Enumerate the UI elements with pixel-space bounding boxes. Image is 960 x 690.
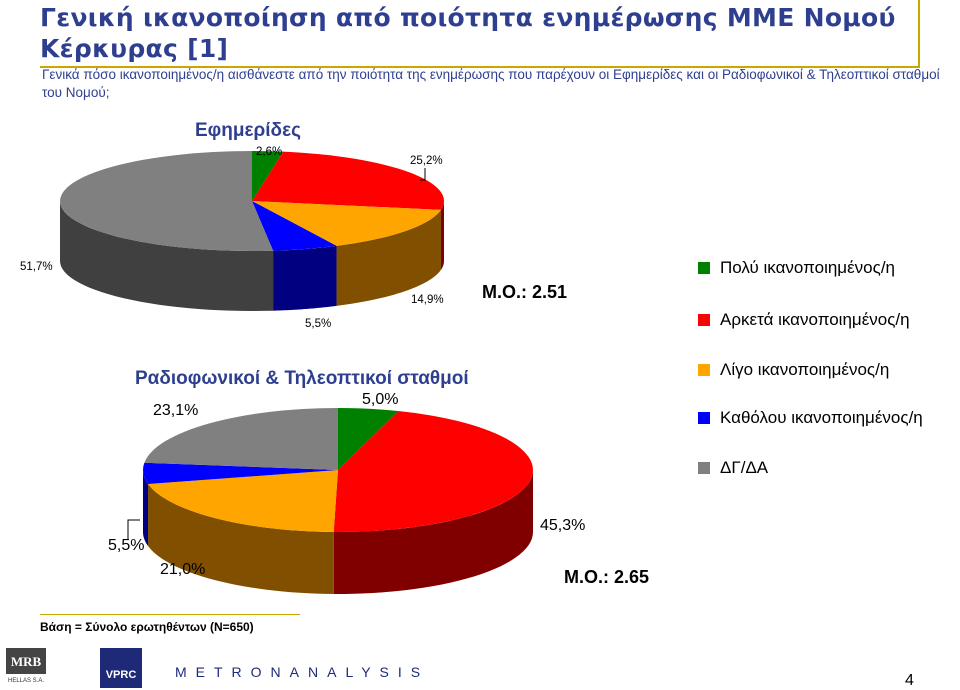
legend-item: Καθόλου ικανοποιημένος/η: [698, 408, 940, 428]
leader-line: [127, 519, 140, 540]
legend-swatch: [698, 412, 710, 424]
legend-label: ΔΓ/ΔΑ: [720, 458, 769, 477]
svg-text:VPRC: VPRC: [106, 669, 137, 681]
pie-chart-radio-tv: [143, 407, 533, 594]
mrb-logo: MRB HELLAS S.A.: [6, 648, 46, 684]
page-number: 4: [905, 672, 914, 689]
pie-slice-side-not-satisfied: [143, 470, 149, 547]
data-label-fairly-satisfied: 25,2%: [410, 155, 443, 167]
legend-label: Αρκετά ικανοποιημένος/η: [720, 310, 910, 329]
pie-slice-side-fairly-satisfied: [333, 470, 533, 594]
chart-title-newspapers: Εφημερίδες: [195, 120, 301, 141]
pie-slice-not-satisfied: [252, 201, 337, 251]
data-label-dk-na: 51,7%: [20, 261, 53, 273]
data-label-little-satisfied: 21,0%: [160, 561, 205, 578]
data-label-little-satisfied: 14,9%: [411, 294, 444, 306]
footer-divider: [40, 614, 300, 615]
pie-slice-very-satisfied: [338, 407, 399, 470]
mean-score-radio-tv: Μ.Ο.: 2.65: [564, 567, 649, 587]
legend-label: Καθόλου ικανοποιημένος/η: [720, 408, 923, 427]
title-divider: [40, 66, 920, 68]
legend-label: Λίγο ικανοποιημένος/η: [720, 360, 890, 379]
sample-base-note: Βάση = Σύνολο ερωτηθέντων (N=650): [40, 620, 254, 634]
pie-slice-little-satisfied: [148, 470, 338, 532]
page-title: Γενική ικανοποίηση από ποιότητα ενημέρωσ…: [40, 3, 896, 63]
pie-chart-newspapers: [60, 151, 445, 311]
data-label-fairly-satisfied: 45,3%: [540, 517, 585, 534]
chart-title-radio-tv: Ραδιοφωνικοί & Τηλεοπτικοί σταθμοί: [135, 368, 469, 389]
pie-slice-side-little-satisfied: [148, 484, 334, 594]
pie-slice-not-satisfied: [143, 462, 338, 485]
data-label-very-satisfied: 2,6%: [256, 146, 282, 158]
legend-item: Λίγο ικανοποιημένος/η: [698, 360, 940, 380]
data-label-very-satisfied: 5,0%: [362, 391, 398, 408]
pie-slice-side-little-satisfied: [336, 209, 441, 306]
data-label-not-satisfied: 5,5%: [305, 318, 331, 330]
svg-text:HELLAS S.A.: HELLAS S.A.: [8, 678, 44, 684]
mean-score-newspapers: Μ.Ο.: 2.51: [482, 282, 567, 302]
data-label-dk-na: 23,1%: [153, 402, 198, 419]
legend-swatch: [698, 314, 710, 326]
metronanalysis-logo: METRONANALYSIS: [175, 664, 430, 680]
legend-swatch: [698, 462, 710, 474]
svg-text:MRB: MRB: [11, 654, 42, 669]
legend-item: Πολύ ικανοποιημένος/η: [698, 258, 940, 278]
legend-swatch: [698, 262, 710, 274]
title-divider-vertical: [918, 0, 920, 68]
pie-slice-dk-na: [60, 151, 274, 251]
question-text: Γενικά πόσο ικανοποιημένος/η αισθάνεστε …: [42, 67, 940, 100]
vprc-logo: VPRC: [100, 648, 142, 688]
legend-label: Πολύ ικανοποιημένος/η: [720, 258, 896, 277]
pie-slice-side-dk-na: [60, 201, 274, 311]
pie-slice-side-not-satisfied: [273, 245, 337, 311]
legend-item: Αρκετά ικανοποιημένος/η: [698, 310, 940, 330]
legend-item: ΔΓ/ΔΑ: [698, 458, 940, 478]
leader-line: [420, 168, 426, 181]
pie-slice-very-satisfied: [252, 151, 284, 201]
data-label-not-satisfied: 5,5%: [108, 537, 144, 554]
legend-swatch: [698, 364, 710, 376]
pie-slice-dk-na: [144, 408, 338, 470]
pie-slice-fairly-satisfied: [333, 411, 533, 532]
pie-slice-side-fairly-satisfied: [440, 201, 444, 270]
pie-slice-little-satisfied: [252, 201, 441, 246]
pie-slice-fairly-satisfied: [252, 151, 445, 210]
